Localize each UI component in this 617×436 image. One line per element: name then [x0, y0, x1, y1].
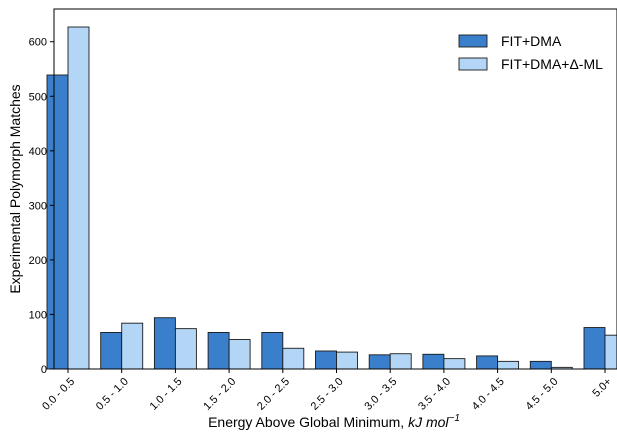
bar-fit-dma-ml-1	[121, 322, 144, 370]
bar-fit-dma-ml-7	[443, 358, 466, 370]
bar-fit-dma-ml-5	[336, 351, 358, 370]
bar-fit-dma-9	[529, 360, 552, 370]
x-tick-label: 4.0 - 4.5	[470, 376, 507, 413]
x-tick-label: 3.0 - 3.5	[362, 376, 399, 413]
bar-fit-dma-2	[153, 317, 176, 370]
x-axis-label-unit: kJ mol	[408, 414, 449, 430]
y-tick-label: 0	[41, 364, 47, 376]
legend: FIT+DMA FIT+DMA+Δ-ML	[458, 33, 603, 72]
bar-fit-dma-ml-10	[604, 334, 617, 370]
bar-fit-dma-ml-4	[282, 347, 305, 370]
y-tick-label: 200	[29, 255, 47, 267]
x-axis-label-text: Energy Above Global Minimum,	[208, 414, 408, 430]
legend-label-fit-dma: FIT+DMA	[501, 33, 562, 49]
x-axis-label: Energy Above Global Minimum, kJ mol−1	[208, 413, 460, 430]
legend-swatch-fit-dma	[458, 34, 488, 48]
y-tick-label: 500	[29, 91, 47, 103]
bar-fit-dma-4	[261, 332, 284, 370]
bar-fit-dma-ml-6	[389, 353, 412, 370]
legend-swatch-fit-dma-ml	[458, 57, 488, 71]
bar-fit-dma-6	[368, 354, 391, 370]
bar-fit-dma-1	[100, 332, 123, 370]
bar-fit-dma-3	[207, 332, 230, 370]
bar-fit-dma-8	[476, 355, 499, 370]
bar-fit-dma-7	[422, 353, 445, 370]
bars-group	[46, 26, 617, 370]
y-axis-label: Experimental Polymorph Matches	[7, 84, 23, 293]
x-axis-label-exponent: −1	[449, 413, 460, 424]
x-tick-label: 0.0 - 0.5	[40, 376, 77, 413]
x-tick-label: 1.5 - 2.0	[201, 376, 238, 413]
bar-fit-dma-ml-0	[67, 26, 90, 370]
bar-fit-dma-ml-8	[497, 360, 520, 370]
x-tick-label: 4.5 - 5.0	[523, 376, 560, 413]
legend-label-fit-dma-ml: FIT+DMA+Δ-ML	[501, 56, 603, 72]
x-tick-label: 1.0 - 1.5	[148, 376, 185, 413]
bar-fit-dma-10	[583, 327, 606, 370]
bar-fit-dma-0	[46, 74, 69, 370]
x-tick-label: 2.0 - 2.5	[255, 376, 292, 413]
x-tick-label: 5.0+	[590, 376, 614, 400]
y-tick-label: 400	[29, 146, 47, 158]
y-axis: 0 100 200 300 400 500 600	[29, 37, 54, 376]
y-tick-label: 100	[29, 309, 47, 321]
x-axis: 0.0 - 0.5 0.5 - 1.0 1.0 - 1.5 1.5 - 2.0 2.0 …	[40, 369, 614, 413]
bar-fit-dma-5	[315, 350, 337, 370]
y-tick-label: 600	[29, 37, 47, 49]
y-tick-label: 300	[29, 200, 47, 212]
x-tick-label: 2.5 - 3.0	[309, 376, 346, 413]
bar-fit-dma-ml-3	[228, 339, 251, 370]
plot-frame	[53, 8, 617, 370]
x-tick-label: 0.5 - 1.0	[94, 376, 131, 413]
x-tick-label: 3.5 - 4.0	[416, 376, 453, 413]
bar-fit-dma-ml-2	[174, 328, 197, 370]
